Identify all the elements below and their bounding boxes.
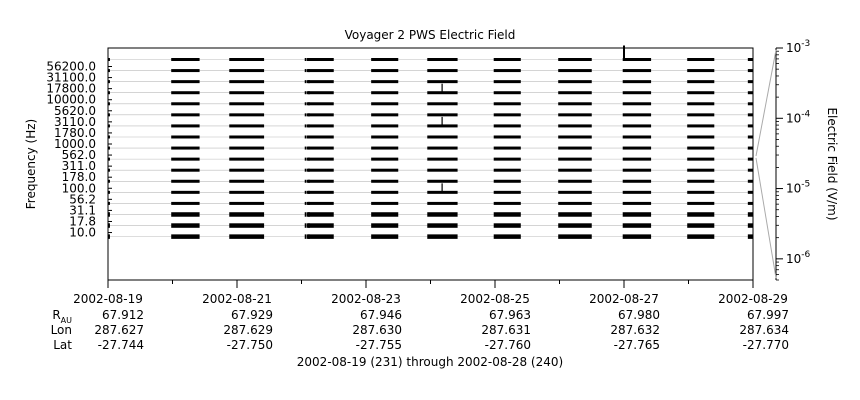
frequency-tick-label: 31100.0 bbox=[46, 71, 96, 85]
date-tick-label: 2002-08-23 bbox=[331, 292, 401, 306]
frequency-tick-label: 17.8 bbox=[69, 214, 96, 228]
data-segment bbox=[622, 58, 652, 239]
ephemeris-value: -27.770 bbox=[743, 338, 789, 352]
ephemeris-row-label: Lon bbox=[51, 323, 72, 337]
frequency-tick-label: 1780.0 bbox=[54, 126, 96, 140]
ephemeris-value: 287.632 bbox=[610, 323, 660, 337]
colorbar-bracket bbox=[755, 49, 777, 157]
colorbar-bracket bbox=[755, 157, 777, 279]
frequency-tick-label: 10000.0 bbox=[46, 93, 96, 107]
frequency-tick-label: 562.0 bbox=[62, 148, 96, 162]
frequency-axis-label: Frequency (Hz) bbox=[24, 119, 38, 210]
ephemeris-value: 67.997 bbox=[747, 308, 789, 322]
ephemeris-value: 67.963 bbox=[489, 308, 531, 322]
ephemeris-value: 67.980 bbox=[618, 308, 660, 322]
ephemeris-value: 67.946 bbox=[360, 308, 402, 322]
frequency-tick-label: 56200.0 bbox=[46, 60, 96, 74]
time-axis: 2002-08-19 2002-08-21 2002-08-23 2002-08-25… bbox=[73, 280, 788, 306]
date-tick-label: 2002-08-29 bbox=[718, 292, 788, 306]
frequency-tick-label: 31.1 bbox=[69, 203, 96, 217]
ephemeris-value: -27.750 bbox=[227, 338, 273, 352]
ephemeris-value: -27.760 bbox=[485, 338, 531, 352]
frequency-tick-label: 1000.0 bbox=[54, 137, 96, 151]
date-tick-label: 2002-08-25 bbox=[460, 292, 530, 306]
ephemeris-value: 67.929 bbox=[231, 308, 273, 322]
ephemeris-value: -27.744 bbox=[98, 338, 144, 352]
frequency-tick-label: 178.0 bbox=[62, 170, 96, 184]
ephemeris-value: 67.912 bbox=[102, 308, 144, 322]
frequency-tick-label: 100.0 bbox=[62, 181, 96, 195]
ephemeris-table: RAU 67.912 67.929 67.946 67.963 67.980 67.997L… bbox=[51, 308, 789, 352]
data-segment bbox=[371, 58, 399, 239]
frequency-tick-label: 5620.0 bbox=[54, 104, 96, 118]
colorbar-tick-label: 10-5 bbox=[786, 180, 810, 196]
date-tick-label: 2002-08-21 bbox=[202, 292, 272, 306]
data-segment bbox=[108, 58, 110, 239]
frequency-tick-label: 311.0 bbox=[62, 159, 96, 173]
colorbar-tick-label: 10-4 bbox=[786, 109, 811, 125]
frequency-axis: 56200.031100.017800.010000.05620.03110.0… bbox=[46, 60, 112, 240]
data-segment bbox=[171, 58, 200, 239]
ephemeris-value: 287.629 bbox=[223, 323, 273, 337]
chart-title: Voyager 2 PWS Electric Field bbox=[345, 28, 516, 42]
ephemeris-value: 287.630 bbox=[352, 323, 402, 337]
frequency-tick-label: 10.0 bbox=[69, 226, 96, 240]
data-segments bbox=[108, 58, 753, 239]
ephemeris-value: 287.631 bbox=[481, 323, 531, 337]
ephemeris-row-label: Lat bbox=[53, 338, 72, 352]
colorbar-tick-label: 10-3 bbox=[786, 39, 810, 55]
date-tick-label: 2002-08-19 bbox=[73, 292, 143, 306]
colorbar-tick-label: 10-6 bbox=[786, 250, 811, 266]
time-range-label: 2002-08-19 (231) through 2002-08-28 (240… bbox=[297, 355, 563, 369]
ephemeris-value: 287.634 bbox=[739, 323, 789, 337]
data-segment bbox=[306, 58, 334, 239]
colorbar-label: Electric Field (V/m) bbox=[825, 107, 839, 220]
data-segment bbox=[747, 58, 753, 239]
ephemeris-value: 287.627 bbox=[94, 323, 144, 337]
data-segment bbox=[493, 58, 521, 239]
data-segment bbox=[229, 58, 265, 239]
data-segment bbox=[304, 58, 307, 239]
frequency-tick-label: 56.2 bbox=[69, 192, 96, 206]
frequency-tick-label: 17800.0 bbox=[46, 82, 96, 96]
date-tick-label: 2002-08-27 bbox=[589, 292, 659, 306]
colorbar-axis: 10-3 10-4 10-5 10-6 bbox=[755, 39, 811, 281]
data-segment bbox=[558, 58, 592, 239]
ephemeris-value: -27.765 bbox=[614, 338, 660, 352]
ephemeris-value: -27.755 bbox=[356, 338, 402, 352]
frequency-tick-label: 3110.0 bbox=[54, 115, 96, 129]
data-segment bbox=[687, 58, 715, 239]
